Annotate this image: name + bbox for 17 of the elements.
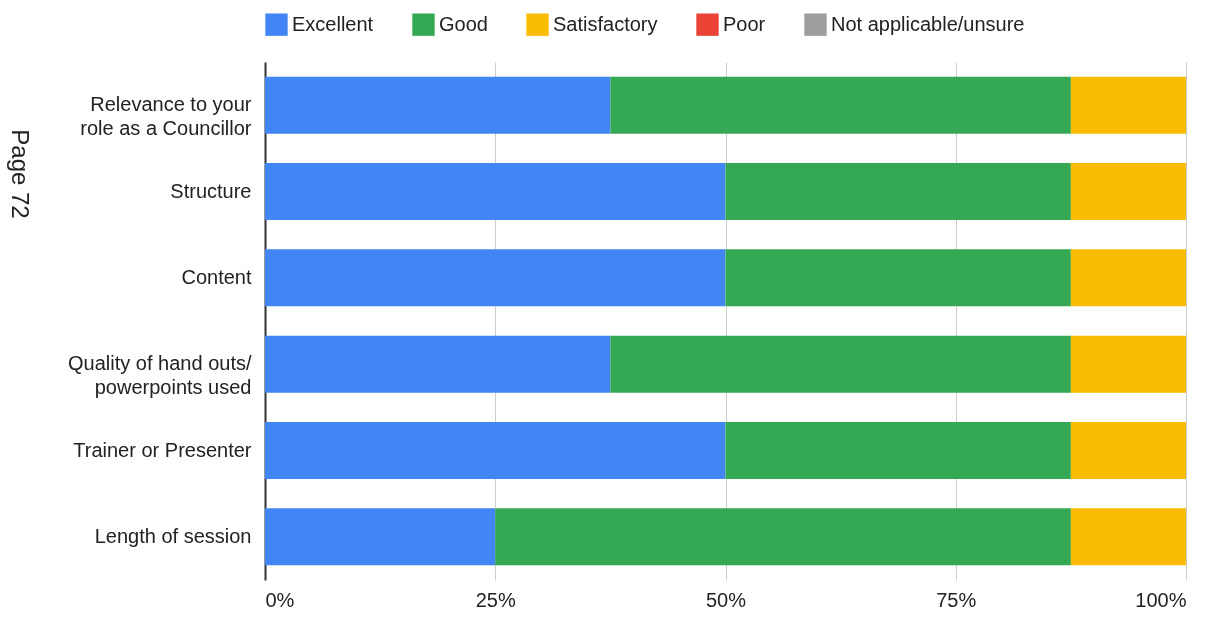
legend-label: Good — [439, 12, 488, 35]
legend-label: Satisfactory — [553, 12, 658, 35]
y-tick-label: Content — [181, 265, 252, 288]
legend-label: Excellent — [292, 12, 374, 35]
x-tick-label: 25% — [475, 588, 516, 611]
x-tick-label: 75% — [936, 588, 977, 611]
legend-label: Not applicable/unsure — [831, 12, 1025, 35]
y-tick-label: Length of session — [94, 524, 252, 547]
y-tick-label: Quality of hand outs/ powerpoints used — [68, 352, 252, 399]
text: Page 72 — [6, 128, 34, 221]
x-tick-label: 50% — [705, 588, 747, 611]
y-tick-label: Structure — [170, 179, 252, 202]
legend-label: Poor — [723, 12, 766, 35]
y-tick-label: Relevance to your role as a Councillor — [80, 93, 252, 140]
x-tick-label: 0% — [265, 588, 295, 611]
x-tick-label: 100% — [1135, 588, 1187, 611]
y-tick-label: Trainer or Presenter — [73, 438, 252, 461]
